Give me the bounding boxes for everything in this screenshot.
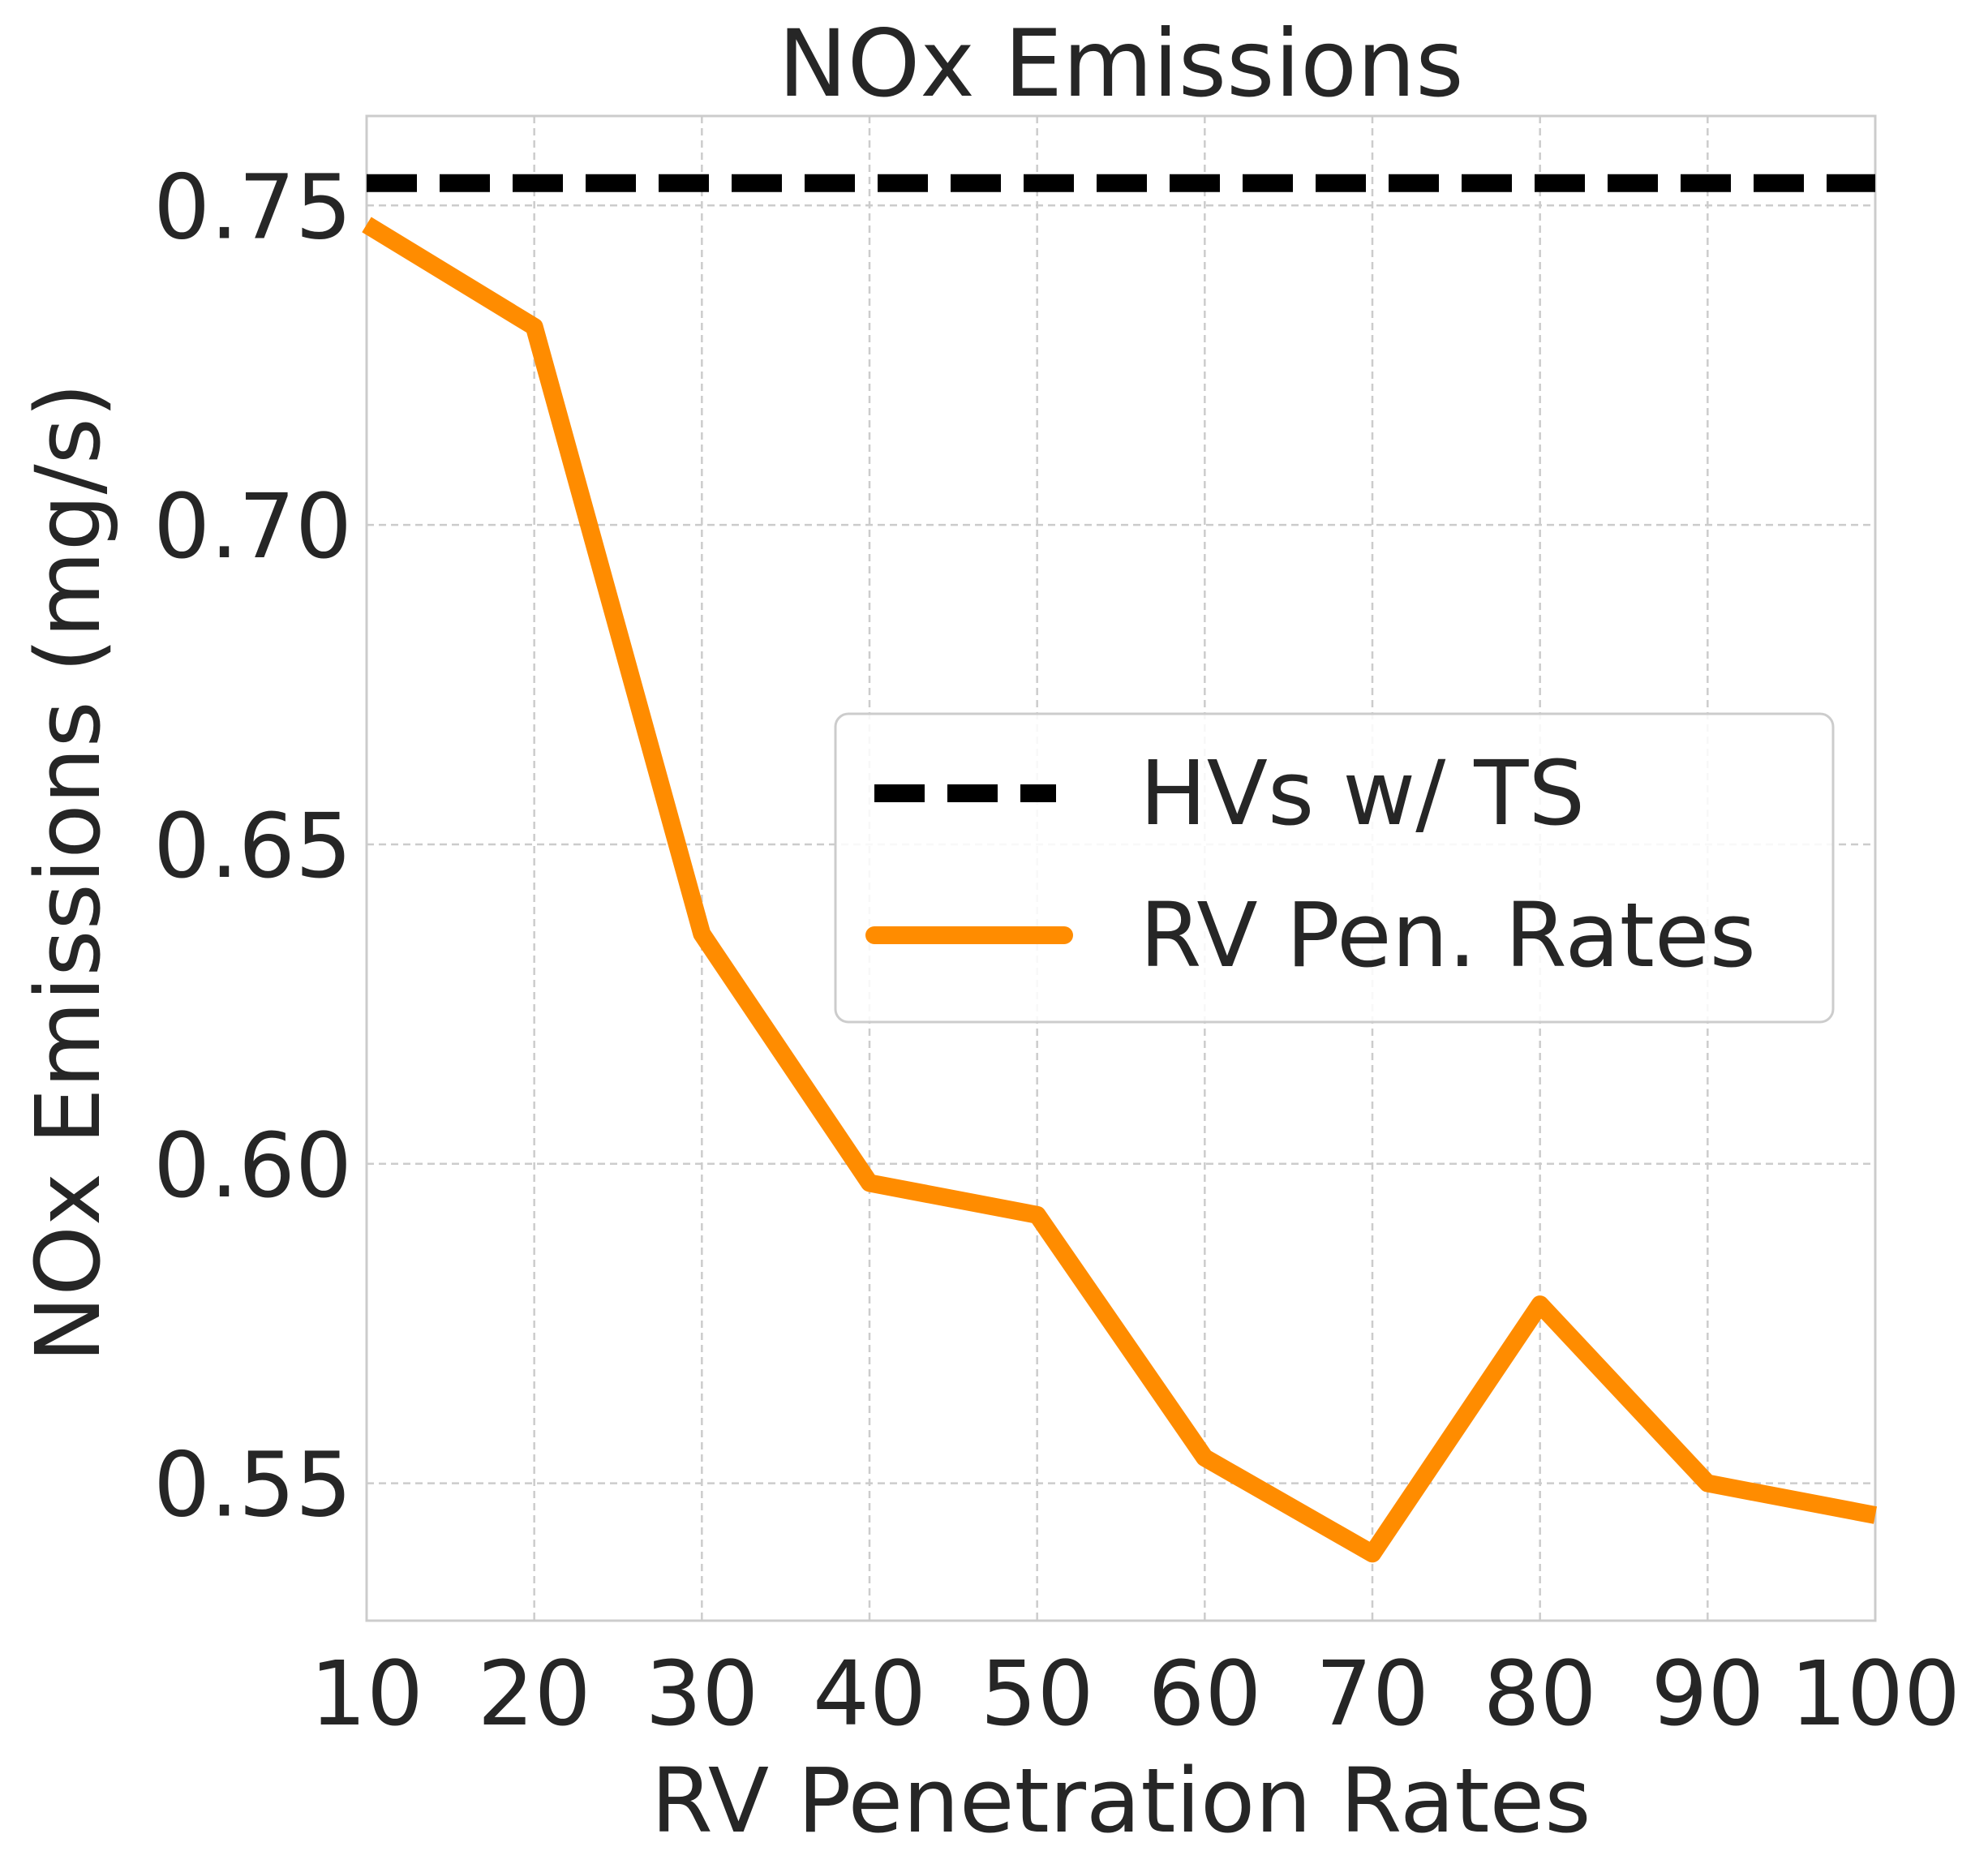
y-tick-label-0.65: 0.65 xyxy=(153,794,352,898)
x-tick-label-50: 50 xyxy=(981,1642,1094,1746)
x-tick-label-80: 80 xyxy=(1483,1642,1597,1746)
y-tick-label-0.55: 0.55 xyxy=(153,1433,352,1537)
x-tick-label-90: 90 xyxy=(1651,1642,1764,1746)
series-layer xyxy=(362,174,1878,1563)
y-tick-label-0.60: 0.60 xyxy=(153,1114,352,1218)
legend-label-rv-pen-rates: RV Pen. Rates xyxy=(1140,883,1756,987)
y-tick-label-0.70: 0.70 xyxy=(153,475,352,578)
x-tick-label-20: 20 xyxy=(478,1642,591,1746)
x-tick-label-10: 10 xyxy=(310,1642,423,1746)
x-tick-label-100: 100 xyxy=(1790,1642,1960,1746)
x-tick-label-40: 40 xyxy=(813,1642,926,1746)
x-tick-labels: 10 20 30 40 50 60 70 80 90 100 xyxy=(310,1642,1960,1746)
y-tick-labels: 0.55 0.60 0.65 0.70 0.75 xyxy=(153,155,352,1536)
series-line-rv-pen-rates xyxy=(362,217,1878,1563)
chart-title: NOx Emissions xyxy=(778,10,1463,118)
y-axis-title: NOx Emissions (mg/s) xyxy=(16,383,120,1363)
x-axis-title: RV Penetration Rates xyxy=(651,1749,1591,1853)
legend-box xyxy=(834,712,1835,1024)
legend: HVs w/ TS RV Pen. Rates xyxy=(834,712,1835,1024)
x-tick-label-30: 30 xyxy=(645,1642,758,1746)
x-tick-label-70: 70 xyxy=(1316,1642,1429,1746)
plot-area-frame xyxy=(365,114,1877,1622)
x-tick-label-60: 60 xyxy=(1148,1642,1261,1746)
legend-label-hvs-ts: HVs w/ TS xyxy=(1140,741,1585,845)
y-tick-label-0.75: 0.75 xyxy=(153,155,352,259)
